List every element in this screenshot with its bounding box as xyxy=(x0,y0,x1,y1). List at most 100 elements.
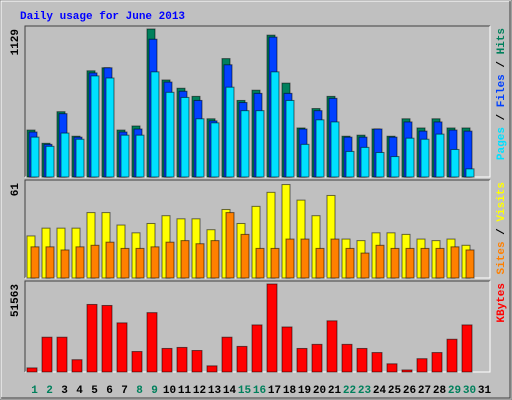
bar xyxy=(135,247,145,279)
x-tick-label: 22 xyxy=(343,385,356,397)
x-tick-label: 24 xyxy=(373,385,387,397)
bar xyxy=(420,247,430,279)
bar xyxy=(266,283,278,373)
bar xyxy=(71,359,83,373)
bar xyxy=(90,244,100,279)
bar xyxy=(90,75,100,178)
x-tick-label: 8 xyxy=(136,385,143,397)
x-tick-label: 25 xyxy=(388,385,402,397)
x-tick-label: 2 xyxy=(46,385,53,397)
bar xyxy=(371,352,383,373)
x-tick-label: 23 xyxy=(358,385,372,397)
bar xyxy=(236,345,248,373)
bar xyxy=(180,240,190,279)
x-tick-label: 4 xyxy=(76,385,83,397)
bar xyxy=(270,71,280,178)
bar xyxy=(101,304,113,373)
bar xyxy=(360,146,370,178)
bar xyxy=(285,238,295,279)
bar xyxy=(416,358,428,373)
x-tick-label: 31 xyxy=(478,385,492,397)
x-tick-label: 16 xyxy=(253,385,266,397)
panel-border xyxy=(24,280,490,372)
bar xyxy=(150,71,160,178)
bar xyxy=(281,326,293,373)
bar xyxy=(300,143,310,178)
bar xyxy=(105,241,115,279)
bar xyxy=(210,122,220,178)
bar xyxy=(315,247,325,279)
x-tick-label: 9 xyxy=(151,385,158,397)
bar xyxy=(56,336,68,373)
bar xyxy=(120,247,130,279)
bar xyxy=(30,136,40,178)
bar xyxy=(176,346,188,373)
bar xyxy=(60,132,70,178)
bar xyxy=(240,110,250,178)
bar xyxy=(225,86,235,178)
x-tick-label: 5 xyxy=(91,385,98,397)
y-tick-label: 61 xyxy=(10,183,22,197)
y-tick-label: 51563 xyxy=(10,284,22,317)
legend-separator: / xyxy=(496,222,508,242)
legend-entry: Visits xyxy=(496,182,508,222)
x-tick-label: 21 xyxy=(328,385,342,397)
bar xyxy=(75,138,85,178)
x-tick-label: 26 xyxy=(403,385,416,397)
bar xyxy=(375,244,385,279)
bar xyxy=(135,134,145,178)
bar xyxy=(150,246,160,279)
x-tick-label: 12 xyxy=(193,385,206,397)
panel-border xyxy=(24,179,490,278)
panel-border xyxy=(24,25,490,177)
bar xyxy=(255,110,265,178)
x-tick-label: 11 xyxy=(178,385,192,397)
x-tick-label: 30 xyxy=(463,385,476,397)
legend-separator: / xyxy=(496,107,508,127)
bar xyxy=(251,324,263,373)
bar xyxy=(345,247,355,279)
bar xyxy=(285,99,295,178)
bar xyxy=(206,365,218,373)
x-tick-label: 29 xyxy=(448,385,461,397)
bar xyxy=(375,151,385,178)
bar xyxy=(221,336,233,373)
bar xyxy=(401,369,413,373)
bar xyxy=(105,77,115,178)
legend: Pages / Files / Hits xyxy=(496,28,508,160)
bar xyxy=(386,363,398,373)
bar xyxy=(210,240,220,279)
bar xyxy=(326,320,338,373)
chart-title: Daily usage for June 2013 xyxy=(20,11,185,23)
y-tick-label: 1129 xyxy=(10,29,22,55)
x-tick-label: 7 xyxy=(121,385,128,397)
bar xyxy=(341,343,353,373)
legend-entry: KBytes xyxy=(496,283,508,323)
legend-entry: Files xyxy=(496,74,508,107)
x-tick-label: 19 xyxy=(298,385,311,397)
legend-entry: Pages xyxy=(496,127,508,160)
bar xyxy=(165,241,175,279)
bar xyxy=(450,148,460,178)
bar xyxy=(45,145,55,178)
bar xyxy=(420,138,430,178)
bar xyxy=(300,238,310,279)
bar xyxy=(296,347,308,373)
bar xyxy=(435,133,445,178)
bar xyxy=(270,247,280,279)
x-tick-label: 13 xyxy=(208,385,222,397)
bar xyxy=(45,246,55,279)
bar xyxy=(75,246,85,279)
bar xyxy=(240,233,250,279)
bar xyxy=(225,212,235,279)
x-tick-label: 14 xyxy=(223,385,237,397)
bar xyxy=(195,243,205,279)
x-tick-label: 27 xyxy=(418,385,431,397)
bar xyxy=(116,322,128,373)
bar xyxy=(120,134,130,178)
bar xyxy=(405,247,415,279)
bar xyxy=(356,347,368,373)
bar xyxy=(465,249,475,279)
bar xyxy=(195,118,205,178)
